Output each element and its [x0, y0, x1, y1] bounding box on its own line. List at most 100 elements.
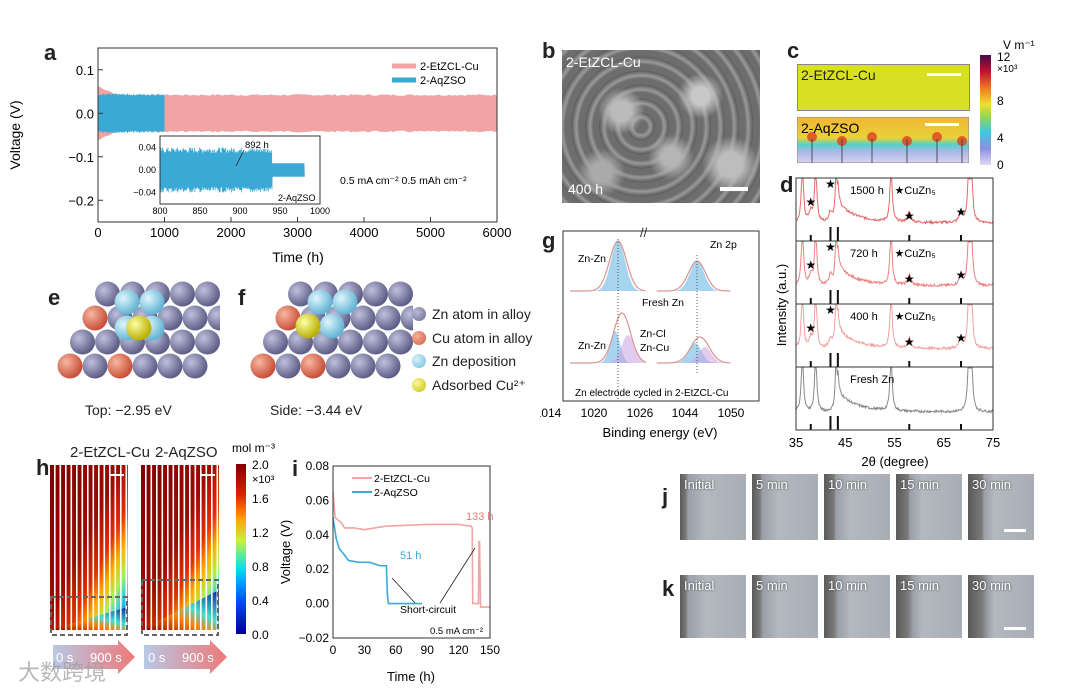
- inset-legend: 2-AqZSO: [278, 193, 316, 203]
- colorbar-tick: 2.0: [252, 458, 269, 472]
- phase-label: ★CuZn₅: [895, 311, 936, 323]
- scale-bar: [110, 474, 124, 476]
- electrode-stripe: [156, 465, 158, 630]
- electrode-stripe: [167, 465, 169, 630]
- highlight-box: [50, 596, 128, 636]
- zn-atom-icon: [263, 329, 288, 355]
- frame-time-label: 30 min: [972, 578, 1012, 593]
- cuzn5-star-icon: ★: [805, 258, 816, 272]
- xrd-pattern: [795, 241, 994, 288]
- optical-frame: Initial: [680, 474, 746, 540]
- envelope: [570, 312, 646, 364]
- tick-label: 0.06: [306, 493, 330, 507]
- frame-time-label: 5 min: [756, 578, 788, 593]
- frame-time-label: 10 min: [828, 578, 868, 593]
- electrode-stripe: [109, 465, 111, 630]
- zn-atom-icon: [363, 329, 388, 355]
- frame-time-label: 5 min: [756, 477, 788, 492]
- optical-frame: 30 min: [968, 575, 1034, 638]
- panel-label-b: b: [542, 38, 556, 63]
- tick-label: 0: [94, 225, 101, 240]
- zn-atom-icon: [375, 305, 401, 331]
- electrode-stripe: [205, 465, 208, 630]
- tick-label: 55: [887, 435, 901, 450]
- legend-item-zn-atom: Zn atom in alloy: [412, 303, 532, 327]
- colorbar-tick: 8: [997, 94, 1004, 108]
- scale-bar: [720, 187, 748, 191]
- dendrite-tip: [867, 132, 877, 142]
- peak-fill: [657, 261, 730, 291]
- cuzn5-star-icon: ★: [904, 272, 915, 286]
- panel-label-g: g: [542, 228, 556, 253]
- structure-top-view: [57, 281, 220, 379]
- electrode-stripe: [200, 465, 202, 630]
- tick-label: 0.02: [306, 562, 330, 576]
- panel-label-e: e: [48, 285, 61, 310]
- cuzn5-star-icon: ★: [956, 205, 967, 219]
- legend-label: 2-AqZSO: [374, 487, 418, 499]
- electrode-stripe: [161, 465, 164, 630]
- zn-atom-icon: [388, 281, 413, 307]
- cuzn5-star-icon: ★: [825, 177, 836, 191]
- envelope: [656, 336, 731, 364]
- axes-frame: [795, 177, 994, 431]
- cu-ion-icon: [126, 315, 152, 341]
- concentration-map-aqzso: [141, 465, 219, 636]
- zn-atom-icon: [182, 353, 208, 379]
- colorbar-tick: 12: [997, 50, 1011, 64]
- zn-atom-icon: [275, 353, 301, 379]
- electrode-stripe: [120, 465, 122, 630]
- zn-deposition-icon: [412, 354, 426, 368]
- cu-ion-icon: [295, 313, 321, 339]
- y-axis-label: Voltage (V): [280, 520, 293, 584]
- cu-atom-icon: [82, 305, 108, 331]
- frame-time-label: 15 min: [900, 477, 940, 492]
- phase-label: ★CuZn₅: [895, 248, 936, 260]
- zn-atom-icon: [350, 353, 376, 379]
- legend-label: Cu atom in alloy: [432, 329, 533, 346]
- cuzn5-star-icon: ★: [956, 331, 967, 345]
- tick-label: 45: [838, 435, 852, 450]
- scale-bar: [201, 474, 215, 476]
- tick-label: 0.04: [306, 528, 330, 542]
- peak-label: Zn-Cu: [640, 342, 669, 354]
- colorbar-multiplier: ×10³: [252, 474, 275, 486]
- colorbar-tick: 0.0: [252, 628, 269, 642]
- binding-energy-caption: Side: −3.44 eV: [270, 402, 363, 418]
- group-label: Zn electrode cycled in 2-EtZCL-Cu: [575, 388, 728, 399]
- cuzn5-star-icon: ★: [904, 209, 915, 223]
- y-axis-label: Voltage (V): [7, 100, 23, 169]
- zn-atom-icon: [412, 307, 426, 321]
- time-arrow: [53, 640, 135, 674]
- tick-label: 1026: [627, 406, 654, 420]
- chart-i: 0 30 60 90 120 150 0.08 0.06 0.04 0.02 0.00 −0.02 V…: [280, 459, 500, 684]
- time-arrow: [144, 640, 227, 674]
- series-label: 400 h: [850, 311, 878, 323]
- optical-frame: Initial: [680, 575, 746, 638]
- field-map-label: 2-AqZSO: [801, 120, 859, 136]
- tick-label: −0.2: [68, 193, 94, 208]
- zn-atom-icon: [82, 353, 108, 379]
- heatmap: [50, 465, 128, 630]
- colorbar-h: mol m⁻³ 2.0 1.6 1.2 0.8 0.4 0.0 ×10³: [232, 441, 275, 642]
- tick-label: 1020: [581, 406, 608, 420]
- chart-a: 0 1000 2000 3000 4000 5000 60000.10.0−0.1−0.2 …: [7, 47, 512, 265]
- scale-bar: [925, 123, 959, 126]
- zn-atom-icon: [182, 305, 208, 331]
- tick-label: 0.1: [76, 63, 94, 78]
- legend-label: 2-EtZCL-Cu: [420, 61, 479, 73]
- legend-label: Zn atom in alloy: [432, 306, 531, 322]
- field-map-aqzso: 2-AqZSO: [797, 117, 969, 163]
- zn-deposition-icon: [114, 289, 140, 315]
- frame-time-label: 10 min: [828, 477, 868, 492]
- chart-d: 1500 h ★CuZn₅ ★ ★ ★ ★ 720 h ★CuZn₅ ★ ★ ★ ★ 400 h ★CuZ…: [774, 177, 1000, 469]
- inset-frame: [159, 135, 321, 205]
- zn-atom-icon: [338, 329, 363, 355]
- structure-side-view: [250, 281, 413, 379]
- electrode-stripe: [92, 465, 95, 630]
- tick-label: 900: [232, 206, 247, 216]
- zn-atom-icon: [388, 329, 413, 355]
- tick-label: 6000: [483, 225, 512, 240]
- x-axis-label: Binding energy (eV): [603, 425, 718, 440]
- electrode-stripe: [211, 465, 213, 630]
